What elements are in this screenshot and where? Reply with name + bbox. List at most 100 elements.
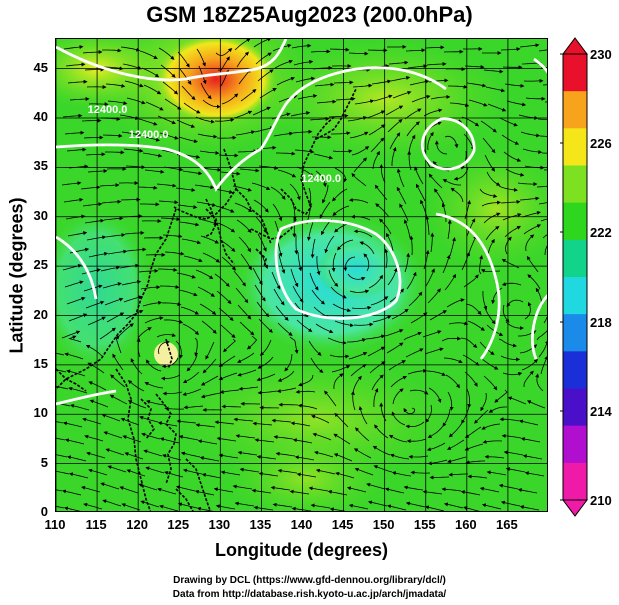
streamline — [270, 485, 291, 491]
streamline — [348, 503, 369, 510]
streamline — [429, 310, 447, 321]
streamline — [82, 202, 103, 207]
colorbar-segment — [563, 165, 587, 204]
streamline — [289, 183, 301, 201]
streamline — [159, 132, 179, 140]
streamline — [67, 79, 88, 84]
streamline — [99, 327, 116, 340]
streamline — [64, 280, 84, 288]
streamline — [202, 358, 217, 374]
streamline — [524, 301, 532, 320]
streamline — [350, 363, 367, 377]
streamline — [182, 371, 200, 383]
streamline — [409, 79, 430, 86]
streamline — [107, 249, 128, 255]
streamline — [335, 471, 355, 479]
streamline — [465, 460, 485, 465]
streamline — [141, 67, 160, 78]
streamline — [314, 450, 334, 458]
streamline — [423, 108, 443, 117]
streamline — [199, 456, 220, 462]
streamline — [442, 408, 451, 427]
streamline — [195, 116, 215, 124]
streamline — [464, 371, 478, 387]
streamline — [102, 499, 122, 507]
streamline — [374, 424, 389, 439]
x-tick-label: 160 — [454, 517, 477, 532]
streamline — [453, 167, 469, 181]
streamline — [236, 51, 250, 68]
x-tick-label: 165 — [496, 517, 518, 532]
streamline — [310, 49, 331, 54]
streamline — [144, 316, 164, 324]
streamline — [334, 412, 349, 428]
streamline — [64, 352, 84, 360]
streamline — [105, 83, 126, 88]
streamline — [158, 200, 179, 205]
streamline — [239, 321, 255, 336]
x-tick-label: 125 — [167, 517, 190, 532]
streamline — [201, 473, 222, 479]
streamline — [62, 421, 83, 428]
map-svg: 12400.0 12400.0 12400.0 — [56, 39, 547, 511]
streamline — [105, 233, 126, 238]
streamline — [136, 337, 141, 358]
streamline — [428, 387, 442, 404]
streamline — [505, 321, 524, 331]
streamline — [296, 166, 314, 178]
streamline — [424, 505, 445, 511]
streamline — [105, 150, 125, 155]
streamline — [123, 148, 144, 153]
streamline — [126, 247, 147, 252]
streamline — [118, 323, 134, 337]
streamline — [442, 254, 451, 274]
streamline — [309, 116, 330, 121]
credit-drawing: Drawing by DCL (https://www.gfd-dennou.o… — [173, 575, 446, 586]
streamline — [177, 204, 198, 209]
streamline — [88, 251, 109, 258]
streamline — [396, 168, 405, 188]
streamline — [461, 251, 470, 271]
streamline — [407, 368, 428, 375]
streamline — [163, 166, 184, 172]
streamline — [56, 470, 70, 475]
streamline — [353, 229, 373, 238]
streamline — [499, 117, 518, 127]
streamline — [354, 99, 375, 105]
streamline — [483, 69, 504, 74]
streamline — [521, 211, 541, 218]
streamline — [277, 169, 297, 178]
streamline — [56, 489, 63, 492]
streamline — [429, 475, 450, 480]
streamline — [215, 504, 236, 510]
streamline — [182, 468, 203, 475]
streamline — [408, 291, 423, 307]
streamline — [273, 131, 294, 137]
streamline — [316, 255, 321, 276]
streamline — [233, 417, 254, 422]
streamline — [272, 502, 293, 508]
streamline — [523, 370, 534, 388]
streamline — [465, 303, 482, 315]
streamline — [237, 369, 257, 377]
streamline — [379, 402, 387, 422]
streamline — [158, 267, 178, 272]
streamline — [467, 474, 488, 479]
streamline — [81, 268, 101, 275]
streamline — [409, 235, 414, 256]
streamline — [205, 341, 215, 360]
streamline — [271, 112, 291, 120]
streamline — [442, 179, 461, 186]
streamline — [405, 48, 426, 53]
streamline — [463, 506, 480, 511]
streamline — [524, 471, 545, 477]
streamline — [385, 105, 404, 116]
streamline — [428, 173, 443, 189]
y-tick-label: 35 — [33, 158, 48, 174]
streamline — [526, 255, 539, 273]
streamline — [334, 167, 348, 183]
streamline — [333, 433, 351, 445]
x-tick-label: 140 — [290, 517, 313, 532]
streamline — [237, 304, 252, 320]
streamline — [63, 45, 84, 50]
